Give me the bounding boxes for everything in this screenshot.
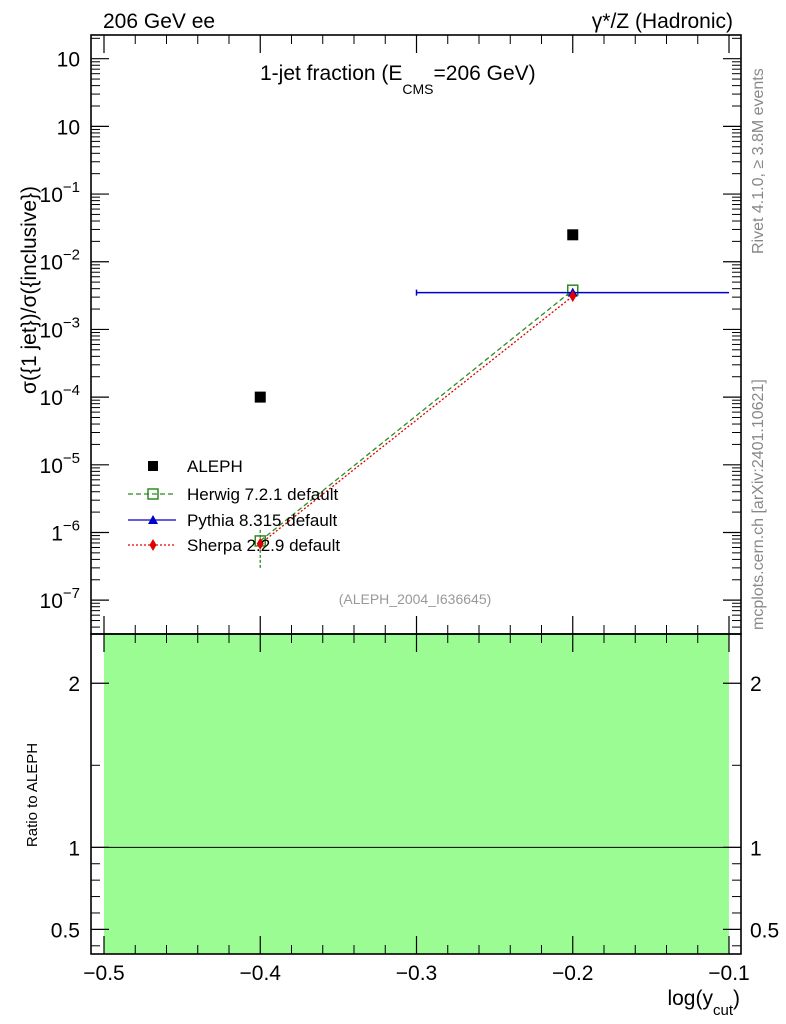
ratio-y-tick-label: 0.5 (51, 919, 80, 942)
series-sherpa (256, 290, 577, 550)
data-point (567, 229, 579, 241)
x-tick-label: −0.4 (240, 962, 282, 985)
legend-entry-label: Pythia 8.315 default (187, 511, 338, 530)
data-layer (254, 229, 729, 568)
y-tick-label: 10−3 (40, 314, 80, 342)
y-tick-label: 10−5 (40, 450, 80, 478)
legend-marker (149, 539, 157, 551)
y-axis-label: σ({1 jet})/σ({inclusive}) (18, 186, 41, 394)
ratio-y-tick-label-right: 1 (750, 837, 762, 860)
data-point (569, 290, 577, 303)
series-line (259, 289, 574, 542)
process-label: γ*/Z (Hadronic) (592, 10, 733, 33)
x-axis-label: log(ycut) (667, 987, 740, 1019)
y-tick-label: 10 (57, 49, 80, 72)
y-tick-label: 1−6 (51, 517, 80, 545)
series-line (259, 295, 574, 545)
ratio-y-tick-label-right: 0.5 (750, 919, 779, 942)
ratio-y-axis-label: Ratio to ALEPH (24, 743, 41, 847)
y-tick-label: 10−4 (40, 382, 80, 410)
ratio-y-tick-label-right: 2 (750, 673, 762, 696)
y-tick-label: 10−2 (40, 247, 80, 275)
y-tick-label: 10−1 (40, 179, 80, 207)
legend-entry-label: ALEPH (187, 457, 243, 476)
x-tick-label: −0.5 (83, 962, 124, 985)
data-point (254, 391, 266, 403)
data-point (256, 537, 264, 550)
ratio-y-tick-label: 2 (68, 673, 80, 696)
analysis-id: (ALEPH_2004_I636645) (339, 591, 492, 607)
legend: ALEPH Herwig 7.2.1 default Pythia 8.315 de… (128, 457, 340, 555)
y-tick-label: 10−7 (40, 585, 80, 613)
rivet-version-label: Rivet 4.1.0, ≥ 3.8M events (750, 68, 767, 254)
ratio-y-axis-ticks: 0.5 0.5 1 1 2 2 (51, 673, 779, 947)
series-aleph (254, 229, 579, 403)
mcplots-label: mcplots.cern.ch [arXiv:2401.10621] (750, 379, 767, 630)
legend-marker (148, 461, 158, 471)
main-y-axis-ticks: 10−7 1−6 10−5 10−4 10−3 10−2 10−1 10 10 (40, 37, 741, 628)
x-axis-ticks: −0.5 −0.4 −0.3 −0.2 −0.1 (83, 35, 750, 985)
legend-marker (147, 488, 159, 500)
legend-entry-label: Herwig 7.2.1 default (187, 485, 338, 504)
y-tick-label: 10 (57, 116, 80, 139)
ratio-uncertainty-band (104, 634, 729, 954)
legend-marker (148, 515, 158, 524)
x-tick-label: −0.1 (708, 962, 749, 985)
energy-label: 206 GeV ee (103, 10, 215, 33)
plot-title: 1-jet fraction (ECMS=206 GeV) (260, 62, 536, 97)
x-tick-label: −0.2 (552, 962, 593, 985)
ratio-y-tick-label: 1 (68, 837, 80, 860)
legend-entry-label: Sherpa 2.2.9 default (187, 536, 340, 555)
x-tick-label: −0.3 (396, 962, 437, 985)
